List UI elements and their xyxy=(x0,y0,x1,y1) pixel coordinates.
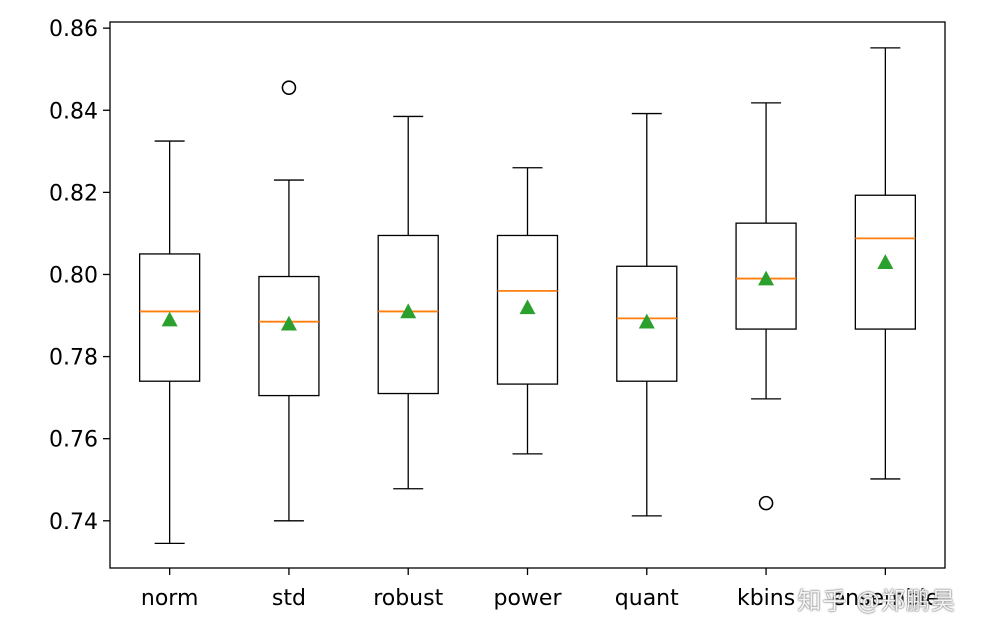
y-tick-label: 0.74 xyxy=(49,510,98,535)
x-tick-label: kbins xyxy=(737,586,795,611)
outlier-point xyxy=(758,495,774,511)
y-tick-label: 0.86 xyxy=(49,17,98,42)
box-group-robust xyxy=(377,115,439,490)
x-tick-label: robust xyxy=(373,586,443,611)
mean-marker xyxy=(400,303,417,319)
x-tick-label: std xyxy=(272,586,306,611)
y-tick-label: 0.76 xyxy=(49,428,98,453)
outlier-point xyxy=(281,80,297,95)
x-tick-label: norm xyxy=(141,586,199,611)
y-axis: 0.74 0.76 0.78 0.80 0.82 0.84 0.86 xyxy=(49,17,110,535)
box-group-std xyxy=(258,80,320,522)
x-axis: norm std robust power quant kbins ensemble xyxy=(141,568,939,611)
mean-marker xyxy=(638,313,655,329)
watermark: 知乎 @郑鹏昊 xyxy=(797,587,956,615)
mean-marker xyxy=(280,315,297,331)
mean-marker xyxy=(161,311,178,327)
mean-marker xyxy=(519,299,536,315)
y-tick-label: 0.78 xyxy=(49,346,98,371)
boxes-layer xyxy=(138,47,917,545)
box-group-norm xyxy=(138,140,201,545)
y-tick-label: 0.84 xyxy=(49,99,98,124)
mean-marker xyxy=(758,270,775,286)
x-tick-label: power xyxy=(494,586,563,611)
y-tick-label: 0.80 xyxy=(49,263,98,288)
box-iqr xyxy=(258,275,320,397)
y-tick-label: 0.82 xyxy=(49,181,98,206)
box-group-kbins xyxy=(735,102,797,511)
x-tick-label: quant xyxy=(615,586,679,611)
x-tick-label: ensemble xyxy=(832,586,940,611)
box-group-ensemble xyxy=(854,47,917,480)
box-group-quant xyxy=(616,112,678,517)
mean-marker xyxy=(877,254,894,269)
box-group-power xyxy=(496,167,559,455)
